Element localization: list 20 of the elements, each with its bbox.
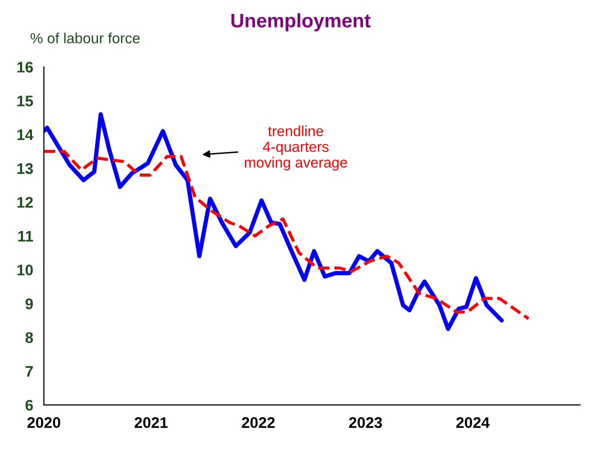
chart-title: Unemployment	[231, 13, 370, 32]
y-tick-label: 7	[26, 366, 33, 377]
y-tick-label: 14	[17, 130, 34, 140]
y-tick-label: 6	[26, 400, 33, 411]
y-tick-label: 9	[25, 298, 33, 310]
x-tick-label: 2023	[349, 417, 382, 428]
annotation: trendline 4-quarters moving average	[244, 126, 348, 171]
y-tick-label: 13	[17, 163, 33, 174]
y-tick-label: 15	[17, 96, 34, 106]
y-tick-label: 16	[17, 62, 33, 73]
y-tick-label: 10	[17, 264, 33, 276]
y-tick-label: 11	[18, 230, 34, 242]
x-tick-label: 2021	[134, 417, 168, 428]
y-axis-title: % of labour force	[30, 32, 140, 44]
x-tick-label: 2020	[27, 417, 60, 428]
x-tick-label: 2022	[242, 417, 275, 428]
line-series	[44, 112, 504, 331]
y-tick-label: 8	[25, 332, 33, 344]
x-tick-label: 2024	[456, 417, 490, 428]
y-tick-label: 12	[17, 196, 33, 208]
